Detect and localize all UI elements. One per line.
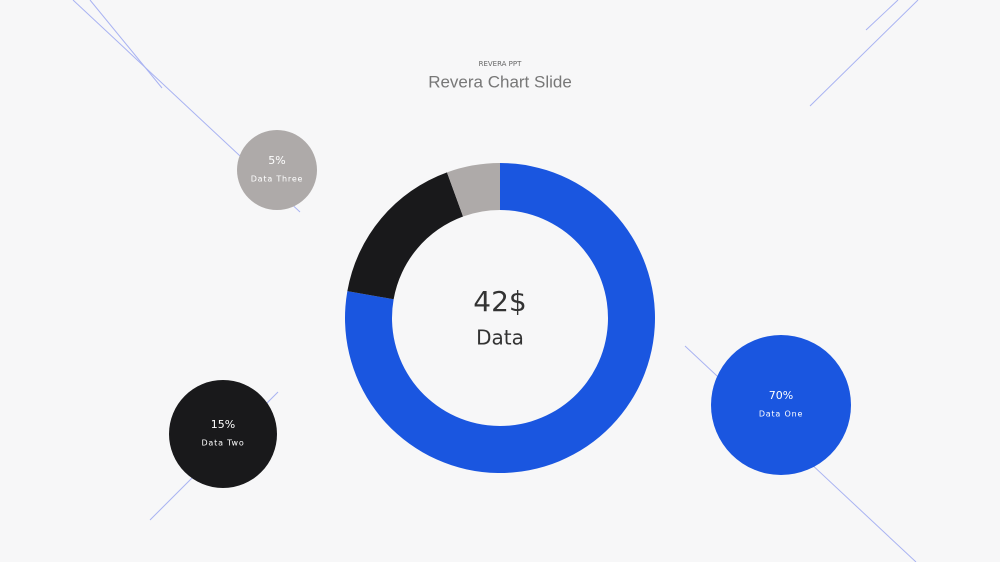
legend-bubble	[169, 380, 277, 488]
value-label: 70%	[769, 389, 793, 402]
legend-bubble	[711, 335, 851, 475]
bubbles: 70% Data One 15% Data Two 5% Data Three	[169, 130, 851, 488]
value-label: 15%	[211, 418, 235, 431]
donut-segment	[344, 163, 656, 474]
legend-bubble	[237, 130, 317, 210]
legend-label: Data One	[759, 410, 803, 419]
legend-label: Data Three	[251, 175, 304, 184]
donut-segment	[446, 163, 500, 217]
deco-line	[809, 0, 919, 107]
value-label: 5%	[268, 154, 285, 167]
donut	[344, 163, 656, 474]
chart-subtitle: REVERA PPT	[479, 60, 523, 68]
donut-segment	[347, 172, 464, 300]
deco-line	[865, 0, 899, 31]
center-value: 42$	[473, 285, 526, 318]
deco-line	[89, 0, 163, 89]
legend-label: Data Two	[201, 439, 244, 448]
chart-title: Revera Chart Slide	[428, 72, 572, 91]
center-label: Data	[476, 326, 524, 350]
